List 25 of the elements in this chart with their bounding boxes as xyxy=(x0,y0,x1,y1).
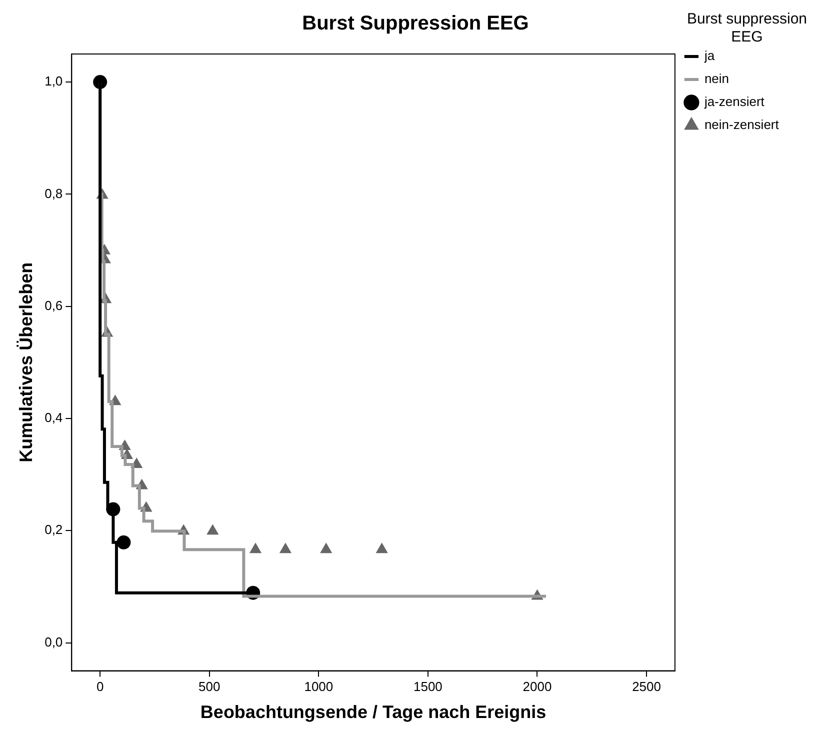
legend-label: ja xyxy=(703,48,716,64)
x-tick-label: 0 xyxy=(96,679,104,694)
y-axis-title: Kumulatives Überleben xyxy=(16,262,36,462)
point xyxy=(320,542,332,554)
x-tick-label: 500 xyxy=(198,679,220,694)
x-tick-label: 1000 xyxy=(304,679,334,694)
x-tick-label: 2000 xyxy=(522,679,552,694)
point xyxy=(376,542,388,554)
point xyxy=(206,524,219,535)
y-tick-label: 0,8 xyxy=(44,186,63,201)
legend-label: ja-zensiert xyxy=(703,94,765,110)
x-tick-label: 1500 xyxy=(413,679,442,694)
x-axis-title: Beobachtungsende / Tage nach Ereignis xyxy=(200,702,546,722)
x-tick-label: 2500 xyxy=(632,679,661,694)
legend-label: nein-zensiert xyxy=(704,117,780,132)
y-tick-label: 0,6 xyxy=(44,298,63,313)
legend-label: nein xyxy=(704,71,730,86)
y-tick-label: 0,2 xyxy=(44,522,63,538)
y-tick-label: 0,4 xyxy=(44,410,63,426)
chart-title: Burst Suppression EEG xyxy=(302,12,529,35)
point xyxy=(279,542,292,554)
y-tick-label: 0,0 xyxy=(44,634,63,650)
y-tick-label: 1,0 xyxy=(44,74,63,89)
legend-title: Burst suppression EEG xyxy=(686,10,807,46)
point xyxy=(249,542,262,554)
